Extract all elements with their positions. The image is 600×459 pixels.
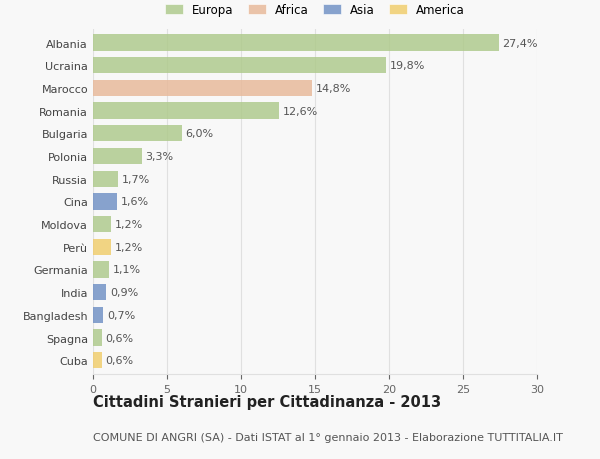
Bar: [93, 126, 182, 142]
Bar: [93, 149, 142, 165]
Bar: [93, 262, 109, 278]
Text: 0,6%: 0,6%: [106, 333, 134, 343]
Bar: [93, 103, 280, 119]
Bar: [93, 81, 312, 97]
Text: 14,8%: 14,8%: [316, 84, 351, 94]
Bar: [93, 58, 386, 74]
Bar: [93, 353, 102, 369]
Text: 1,1%: 1,1%: [113, 265, 141, 275]
Legend: Europa, Africa, Asia, America: Europa, Africa, Asia, America: [165, 4, 465, 17]
Bar: [93, 307, 103, 323]
Text: 6,0%: 6,0%: [185, 129, 214, 139]
Text: 27,4%: 27,4%: [502, 39, 538, 48]
Text: 12,6%: 12,6%: [283, 106, 319, 117]
Text: 0,6%: 0,6%: [106, 356, 134, 365]
Bar: [93, 171, 118, 187]
Text: 1,7%: 1,7%: [122, 174, 150, 185]
Text: 1,2%: 1,2%: [115, 242, 143, 252]
Text: 3,3%: 3,3%: [146, 151, 173, 162]
Text: 19,8%: 19,8%: [390, 61, 425, 71]
Bar: [93, 217, 111, 233]
Text: COMUNE DI ANGRI (SA) - Dati ISTAT al 1° gennaio 2013 - Elaborazione TUTTITALIA.I: COMUNE DI ANGRI (SA) - Dati ISTAT al 1° …: [93, 432, 563, 442]
Text: 0,9%: 0,9%: [110, 287, 138, 297]
Text: 0,7%: 0,7%: [107, 310, 136, 320]
Text: 1,6%: 1,6%: [121, 197, 149, 207]
Bar: [93, 239, 111, 255]
Bar: [93, 330, 102, 346]
Bar: [93, 194, 116, 210]
Bar: [93, 35, 499, 51]
Text: Cittadini Stranieri per Cittadinanza - 2013: Cittadini Stranieri per Cittadinanza - 2…: [93, 394, 441, 409]
Text: 1,2%: 1,2%: [115, 219, 143, 230]
Bar: [93, 285, 106, 301]
